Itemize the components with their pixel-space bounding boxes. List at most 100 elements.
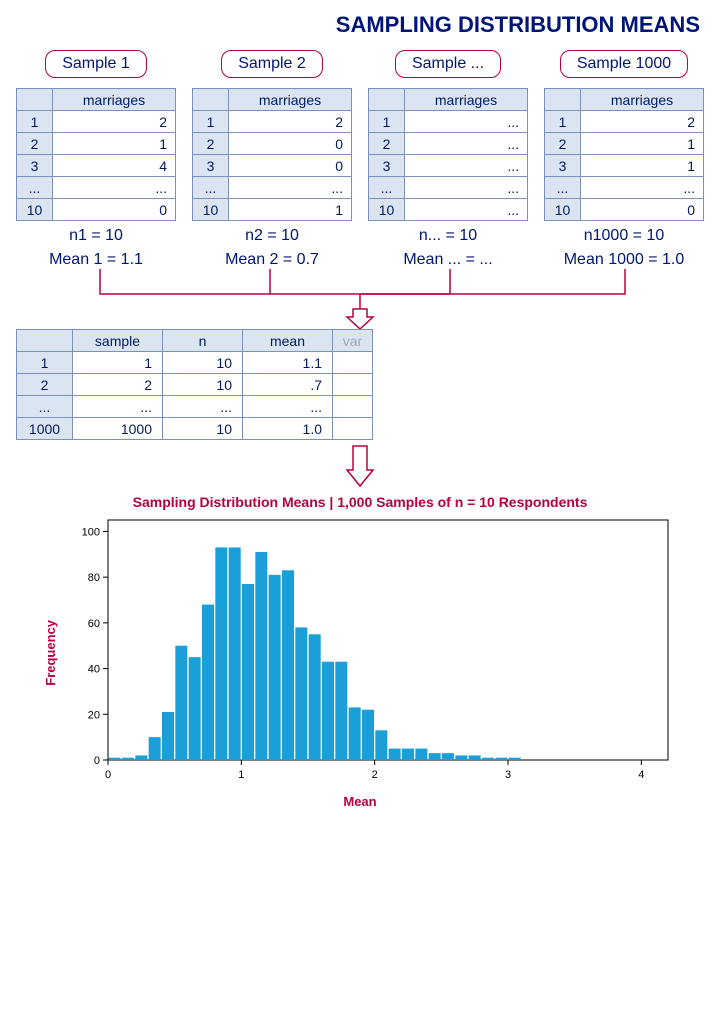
- cell-value: 0: [229, 133, 352, 155]
- row-index: 3: [193, 155, 229, 177]
- histogram-bar: [388, 749, 400, 760]
- cell-value: 0: [53, 199, 176, 221]
- histogram-bar: [148, 737, 160, 760]
- sample-column: Sample 1000 marriages122131......100 n1000…: [540, 50, 708, 269]
- summary-col-header: sample: [73, 330, 163, 352]
- histogram-bar: [295, 627, 307, 760]
- n-label: n1000 = 10: [584, 227, 665, 245]
- xtick-label: 1: [238, 769, 244, 781]
- cell-value: 2: [581, 111, 704, 133]
- row-index: 1: [369, 111, 405, 133]
- cell-value: 2: [229, 111, 352, 133]
- row-index: 10: [17, 199, 53, 221]
- row-index: 3: [369, 155, 405, 177]
- page-title: SAMPLING DISTRIBUTION MEANS: [8, 12, 712, 38]
- chart-xlabel: Mean: [8, 794, 712, 809]
- histogram-bar: [495, 758, 507, 760]
- summary-cell: [333, 374, 373, 396]
- histogram-bar: [402, 749, 414, 760]
- histogram-bar: [508, 758, 520, 760]
- summary-col-header: mean: [243, 330, 333, 352]
- sample-table: marriages122131......100: [544, 88, 704, 221]
- summary-table-wrap: samplenmeanvar11101.12210.7............1…: [8, 329, 712, 440]
- n-label: n... = 10: [419, 227, 477, 245]
- xtick-label: 2: [371, 769, 377, 781]
- histogram-bar: [348, 707, 360, 760]
- column-header: marriages: [229, 89, 352, 111]
- cell-value: ...: [229, 177, 352, 199]
- ytick-label: 20: [87, 709, 99, 721]
- sample-table: marriages122030......101: [192, 88, 352, 221]
- ytick-label: 0: [93, 755, 99, 767]
- sample-badge: Sample ...: [395, 50, 501, 78]
- chart-title: Sampling Distribution Means | 1,000 Samp…: [8, 494, 712, 510]
- cell-value: 1: [581, 155, 704, 177]
- xtick-label: 0: [104, 769, 110, 781]
- summary-cell: ...: [243, 396, 333, 418]
- summary-col-header: n: [163, 330, 243, 352]
- samples-row: Sample 1marriages122134......100n1 = 10M…: [8, 50, 712, 269]
- histogram-bar: [428, 753, 440, 760]
- row-index: 2: [193, 133, 229, 155]
- histogram-bar: [282, 570, 294, 760]
- column-header: marriages: [405, 89, 528, 111]
- histogram-bar: [308, 634, 320, 760]
- mean-label: Mean 2 = 0.7: [225, 251, 319, 269]
- chart-ylabel: Frequency: [43, 620, 58, 686]
- sample-badge: Sample 1000: [560, 50, 688, 78]
- row-index: ...: [369, 177, 405, 199]
- row-index: 10: [369, 199, 405, 221]
- histogram-bar: [215, 547, 227, 760]
- cell-value: ...: [581, 177, 704, 199]
- cell-value: 1: [581, 133, 704, 155]
- sample-badge: Sample 1: [45, 50, 147, 78]
- row-index: ...: [17, 177, 53, 199]
- mean-label: Mean 1 = 1.1: [49, 251, 143, 269]
- n-label: n2 = 10: [245, 227, 299, 245]
- histogram-bar: [108, 758, 120, 760]
- summary-cell: 1000: [73, 418, 163, 440]
- histogram-bar: [228, 547, 240, 760]
- summary-table: samplenmeanvar11101.12210.7............1…: [16, 329, 373, 440]
- histogram-bar: [175, 646, 187, 760]
- histogram-bar: [362, 710, 374, 760]
- column-header: marriages: [53, 89, 176, 111]
- row-index: ...: [193, 177, 229, 199]
- histogram-bar: [482, 758, 494, 760]
- row-index: 2: [545, 133, 581, 155]
- sample-column: Sample ... marriages1...2...3.........10.…: [364, 50, 532, 269]
- flow-arrow-bottom: [10, 440, 710, 490]
- mean-label: Mean ... = ...: [403, 251, 492, 269]
- histogram-bar: [322, 662, 334, 760]
- summary-cell: [333, 418, 373, 440]
- sample-column: Sample 1marriages122134......100n1 = 10M…: [12, 50, 180, 269]
- summary-col-header: var: [333, 330, 373, 352]
- cell-value: 0: [229, 155, 352, 177]
- ytick-label: 60: [87, 618, 99, 630]
- summary-cell: ...: [73, 396, 163, 418]
- chart-container: Frequency 02040608010001234: [8, 514, 712, 792]
- histogram-bar: [442, 753, 454, 760]
- sample-table: marriages122134......100: [16, 88, 176, 221]
- histogram-bar: [375, 730, 387, 760]
- cell-value: 1: [229, 199, 352, 221]
- row-index: 10: [193, 199, 229, 221]
- xtick-label: 4: [638, 769, 644, 781]
- sample-column: Sample 2marriages122030......101n2 = 10M…: [188, 50, 356, 269]
- row-index: 10: [545, 199, 581, 221]
- flow-arrows-top: [10, 269, 710, 329]
- histogram-bar: [468, 755, 480, 760]
- row-index: 3: [17, 155, 53, 177]
- histogram-bar: [335, 662, 347, 760]
- sample-table: marriages1...2...3.........10...: [368, 88, 528, 221]
- column-header: marriages: [581, 89, 704, 111]
- row-index: 3: [545, 155, 581, 177]
- summary-cell: 1: [73, 352, 163, 374]
- cell-value: 1: [53, 133, 176, 155]
- cell-value: ...: [53, 177, 176, 199]
- histogram-bar: [188, 657, 200, 760]
- cell-value: ...: [405, 133, 528, 155]
- summary-row-index: ...: [17, 396, 73, 418]
- summary-row-index: 2: [17, 374, 73, 396]
- row-index: 1: [545, 111, 581, 133]
